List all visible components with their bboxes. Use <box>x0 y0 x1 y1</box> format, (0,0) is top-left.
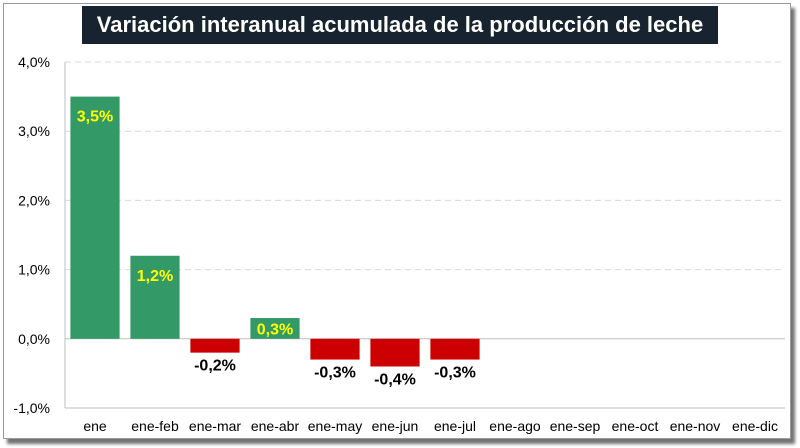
x-tick-label: ene-ago <box>489 418 541 434</box>
data-label: -0,3% <box>434 365 476 382</box>
x-tick-label: ene <box>83 418 107 434</box>
gridlines <box>64 61 785 409</box>
data-label: 0,3% <box>257 321 293 338</box>
x-tick-label: ene-mar <box>189 418 241 434</box>
bar <box>130 255 180 339</box>
chart-title: Variación interanual acumulada de la pro… <box>82 6 718 44</box>
bar <box>70 96 120 339</box>
x-tick-label: ene-feb <box>131 418 179 434</box>
y-axis-ticks: -1,0% 0,0% 1,0% 2,0% 3,0% 4,0% <box>13 54 50 416</box>
y-tick-label: 2,0% <box>18 192 50 208</box>
bar <box>250 318 300 339</box>
x-tick-label: ene-may <box>308 418 362 434</box>
x-tick-label: ene-abr <box>251 418 300 434</box>
y-tick-label: 4,0% <box>18 54 50 70</box>
x-tick-label: ene-dic <box>732 418 778 434</box>
bar <box>310 338 360 360</box>
data-label: -0,4% <box>374 371 416 388</box>
x-tick-label: ene-jul <box>434 418 476 434</box>
data-label: 3,5% <box>77 109 113 126</box>
data-label: 1,2% <box>137 268 173 285</box>
x-tick-label: ene-sep <box>550 418 601 434</box>
bar <box>190 338 240 353</box>
x-axis-ticks: ene ene-feb ene-mar ene-abr ene-may ene-jun en… <box>83 418 778 434</box>
y-tick-label: 3,0% <box>18 123 50 139</box>
data-labels: 3,5% 1,2% -0,2% 0,3% -0,3% -0,4% -0,3% <box>77 109 476 389</box>
bars <box>70 96 480 367</box>
y-tick-label: -1,0% <box>13 400 50 416</box>
bar <box>430 338 480 360</box>
y-tick-label: 1,0% <box>18 262 50 278</box>
data-label: -0,2% <box>194 358 236 375</box>
x-tick-label: ene-nov <box>670 418 721 434</box>
x-tick-label: ene-jun <box>372 418 419 434</box>
bar <box>370 338 420 367</box>
x-tick-label: ene-oct <box>612 418 659 434</box>
data-label: -0,3% <box>314 365 356 382</box>
y-tick-label: 0,0% <box>18 331 50 347</box>
